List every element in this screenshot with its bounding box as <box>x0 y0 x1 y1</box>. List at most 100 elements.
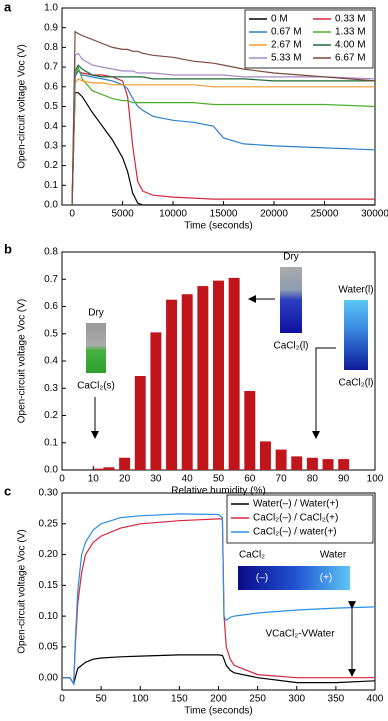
bar <box>291 456 303 470</box>
bar <box>244 390 256 470</box>
legend-label: CaCl₂(–) / CaCl₂(+) <box>253 513 338 524</box>
x-tick-label: 80 <box>307 474 319 485</box>
x-tick-label: 0 <box>59 694 65 705</box>
y-tick-label: 0.20 <box>39 549 59 560</box>
y-tick-label: 0.1 <box>44 437 58 448</box>
inset-gradient <box>238 566 350 590</box>
bar <box>197 286 209 470</box>
x-axis-label: Relative humidity (%) <box>171 486 265 497</box>
y-tick-label: 0.00 <box>39 672 59 683</box>
arrow <box>312 347 336 439</box>
y-tick-label: 0.10 <box>39 611 59 622</box>
x-tick-label: 250 <box>249 694 266 705</box>
y-tick-label: 0.0 <box>44 465 58 476</box>
y-tick-label: 0.05 <box>39 642 59 653</box>
x-tick-label: 70 <box>276 474 288 485</box>
annotation: Dry <box>88 308 104 319</box>
y-tick-label: 0.5 <box>44 328 58 339</box>
x-tick-label: 0 <box>59 474 65 485</box>
line <box>71 64 375 206</box>
bar <box>103 467 115 470</box>
annotation: Water(l) <box>338 285 373 296</box>
annotation: Dry <box>283 252 299 263</box>
legend-label: 4.00 M <box>335 40 366 51</box>
y-tick-label: 0.8 <box>44 247 58 258</box>
x-tick-label: 10 <box>88 474 100 485</box>
x-tick-label: 30000 <box>361 209 388 220</box>
line <box>71 70 375 206</box>
x-tick-label: 100 <box>367 474 384 485</box>
y-tick-label: 0.7 <box>44 274 58 285</box>
bar <box>228 277 240 470</box>
y-tick-label: 0.0 <box>44 200 58 211</box>
x-tick-label: 25000 <box>311 209 339 220</box>
y-tick-label: 0.25 <box>39 518 59 529</box>
x-axis-label: Time (seconds) <box>184 706 253 717</box>
legend-label: CaCl₂(–) / water(+) <box>253 527 337 538</box>
panel-label: b <box>4 241 12 256</box>
x-tick-label: 5000 <box>111 209 134 220</box>
x-tick-label: 400 <box>367 694 384 705</box>
x-tick-label: 350 <box>328 694 345 705</box>
panel-label: c <box>4 483 11 498</box>
annotation: CaCl₂ <box>239 550 265 561</box>
x-tick-label: 90 <box>338 474 350 485</box>
y-tick-label: 0.30 <box>39 488 59 499</box>
y-tick-label: 0.8 <box>44 42 58 53</box>
legend-label: 0.33 M <box>335 14 366 25</box>
annotation: CaCl₂(l) <box>339 378 374 389</box>
inset-dry-liquid <box>280 267 302 333</box>
y-tick-label: 0.4 <box>44 356 58 367</box>
y-tick-label: 0.1 <box>44 180 58 191</box>
x-tick-label: 150 <box>171 694 188 705</box>
y-tick-label: 0.4 <box>44 121 58 132</box>
x-tick-label: 50 <box>96 694 108 705</box>
y-tick-label: 0.3 <box>44 141 58 152</box>
inset-water-liquid <box>344 300 368 370</box>
annotation: CaCl₂(l) <box>274 341 309 352</box>
line <box>71 78 375 206</box>
y-axis-label: Open-circuit voltage Voc (V) <box>17 44 28 169</box>
annotation: (+) <box>320 573 333 584</box>
y-tick-label: 0.5 <box>44 101 58 112</box>
bar <box>338 459 350 470</box>
line <box>71 65 376 206</box>
y-axis-label: Open-circuit voltage Voc (V) <box>17 299 28 424</box>
x-tick-label: 20 <box>119 474 131 485</box>
y-tick-label: 0.7 <box>44 62 58 73</box>
y-tick-label: 0.3 <box>44 383 58 394</box>
y-tick-label: 0.15 <box>39 580 59 591</box>
x-axis-label: Time (seconds) <box>184 221 253 232</box>
x-tick-label: 300 <box>288 694 305 705</box>
annotation: VCaCl₂-VWater <box>265 629 335 640</box>
y-tick-label: 0.2 <box>44 160 58 171</box>
y-tick-label: 0.6 <box>44 81 58 92</box>
x-tick-label: 50 <box>213 474 225 485</box>
line <box>62 654 376 686</box>
bar <box>322 459 334 470</box>
line <box>62 513 376 686</box>
bar <box>259 441 271 470</box>
line <box>71 92 375 206</box>
x-tick-label: 0 <box>69 209 75 220</box>
bar <box>134 375 146 470</box>
panel-label: a <box>4 0 12 14</box>
x-tick-label: 60 <box>244 474 256 485</box>
legend-label: 2.67 M <box>271 40 302 51</box>
bar <box>150 332 162 470</box>
annotation: (–) <box>256 573 268 584</box>
inset-dry-solid <box>86 323 106 373</box>
legend-label: 0.67 M <box>271 27 302 38</box>
annotation: CaCl₂(s) <box>77 381 115 392</box>
legend-label: 5.33 M <box>271 53 302 64</box>
line <box>62 518 375 686</box>
legend-label: 1.33 M <box>335 27 366 38</box>
x-tick-label: 10000 <box>159 209 187 220</box>
bar <box>306 457 318 470</box>
x-tick-label: 20000 <box>260 209 288 220</box>
bar <box>275 449 287 470</box>
legend-label: 0 M <box>271 14 288 25</box>
bar <box>119 457 131 470</box>
legend-box <box>226 494 374 544</box>
